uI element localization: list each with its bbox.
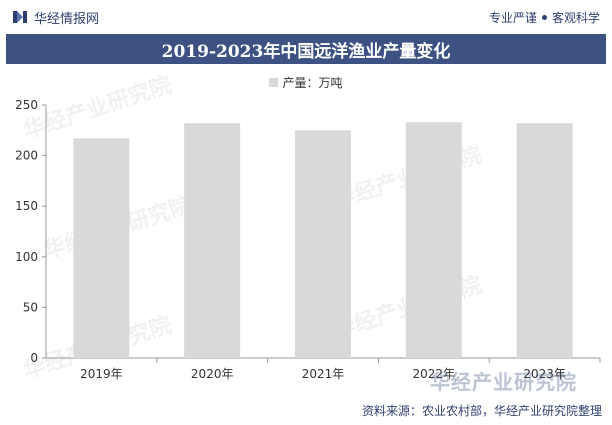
brand-logo-icon [13,11,27,23]
bar [405,122,462,358]
x-tick-label: 2021年 [302,367,345,381]
top-bar: 华经情报网 专业严谨 客观科学 [0,0,612,34]
bar [516,123,573,358]
slogan: 专业严谨 客观科学 [489,9,600,26]
y-tick-label: 150 [15,199,38,213]
x-tick-label: 2023年 [523,367,566,381]
y-tick-label: 0 [30,351,38,365]
x-tick-label: 2022年 [413,367,456,381]
bar [73,138,130,358]
y-tick-label: 200 [15,149,38,163]
y-tick-label: 50 [23,300,38,314]
legend-swatch [269,78,279,87]
brand-name: 华经情报网 [34,11,100,27]
x-tick-label: 2019年 [80,367,123,381]
chart-title: 2019-2023年中国远洋渔业产量变化 [6,34,606,64]
y-tick-label: 100 [15,250,38,264]
bar [295,130,351,358]
y-tick-label: 250 [15,98,38,112]
slogan-left: 专业严谨 [488,11,537,25]
brand: 华经情报网 [12,8,100,27]
x-tick-label: 2020年 [191,367,234,381]
watermark: 华经产业研究院 [430,370,577,394]
legend: 产量：万吨 [0,74,612,91]
source-note: 资料来源：农业农村部，华经产业研究院整理 [361,404,602,418]
bar [184,123,241,358]
legend-label: 产量：万吨 [282,76,343,90]
slogan-right: 客观科学 [551,11,600,25]
slogan-dot-icon [541,15,547,20]
